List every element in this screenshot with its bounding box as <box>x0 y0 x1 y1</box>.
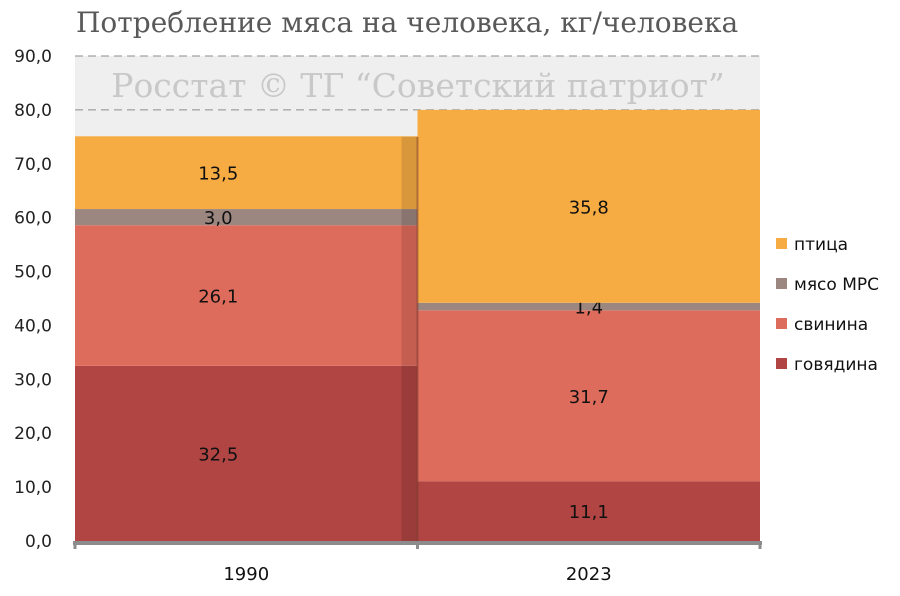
legend-label: мясо МРС <box>794 275 879 295</box>
data-label: 11,1 <box>569 502 609 523</box>
x-tick-label: 2023 <box>566 564 612 585</box>
bar-divider-shadow <box>401 136 418 542</box>
legend-swatch <box>776 318 787 329</box>
y-tick-label: 20,0 <box>14 424 52 444</box>
bar-segment <box>417 109 760 303</box>
bar-segment <box>417 302 760 311</box>
x-tick-label: 1990 <box>223 564 269 585</box>
data-label: 26,1 <box>198 287 238 308</box>
bar-segment <box>75 225 418 366</box>
data-label: 32,5 <box>198 444 238 465</box>
bar-segment <box>417 310 760 482</box>
watermark: Росстат © ТГ “Советский патриот” <box>111 66 725 105</box>
data-label: 35,8 <box>569 197 609 218</box>
data-label: 31,7 <box>569 387 609 408</box>
legend-swatch <box>776 278 787 289</box>
legend-label: говядина <box>794 355 878 375</box>
bar-segment <box>75 209 418 226</box>
y-tick-label: 30,0 <box>14 370 52 390</box>
y-tick-label: 90,0 <box>14 47 52 67</box>
legend-swatch <box>776 238 787 249</box>
y-tick-label: 60,0 <box>14 209 52 229</box>
bar-segment <box>75 136 418 210</box>
data-label: 3,0 <box>204 208 233 229</box>
y-tick-label: 70,0 <box>14 155 52 175</box>
y-tick-label: 10,0 <box>14 478 52 498</box>
legend-label: свинина <box>794 315 868 335</box>
bar-segment <box>75 365 418 541</box>
legend-swatch <box>776 358 787 369</box>
data-label: 13,5 <box>198 164 238 185</box>
y-tick-label: 80,0 <box>14 101 52 121</box>
legend-label: птица <box>794 235 848 255</box>
y-tick-label: 0,0 <box>25 532 52 552</box>
y-tick-label: 40,0 <box>14 316 52 336</box>
data-label: 1,4 <box>574 298 603 319</box>
bar-segment <box>417 481 760 541</box>
chart-title: Потребление мяса на человека, кг/человек… <box>76 6 739 39</box>
y-tick-label: 50,0 <box>14 263 52 283</box>
